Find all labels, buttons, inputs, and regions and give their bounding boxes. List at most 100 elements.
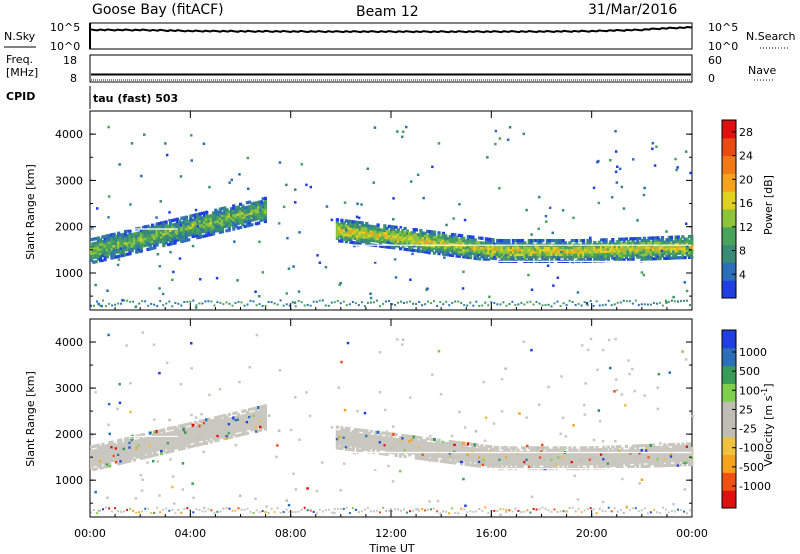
echo-cell — [541, 239, 545, 243]
echo-cell — [417, 233, 421, 237]
echo-cell — [563, 455, 567, 459]
echo-cell — [193, 218, 197, 222]
echo-cell — [606, 454, 610, 458]
echo-cell — [216, 420, 220, 424]
echo-cell — [194, 306, 198, 309]
echo-cell — [629, 446, 633, 451]
echo-cell — [414, 438, 418, 442]
echo-cell — [658, 240, 662, 244]
echo-cell — [622, 454, 626, 458]
echo-cell — [148, 228, 152, 232]
echo-cell — [182, 444, 186, 448]
echo-cell — [421, 233, 425, 237]
echo-cell — [484, 258, 488, 262]
echo-cell — [681, 253, 685, 257]
echo-cell — [114, 460, 118, 464]
echo-cell — [126, 238, 130, 242]
echo-cell — [144, 243, 148, 247]
echo-cell — [129, 507, 132, 510]
echo-cell — [559, 453, 563, 457]
echo-cell — [378, 228, 382, 232]
echo-cell — [417, 247, 421, 251]
echo-cell — [371, 227, 376, 231]
echo-cell — [135, 453, 139, 457]
echo-cell — [464, 455, 468, 460]
echo-cell — [631, 239, 635, 243]
echo-cell — [344, 226, 348, 230]
echo-cell — [622, 458, 626, 462]
echo-cell — [410, 241, 414, 245]
echo-cell — [685, 442, 689, 446]
echo-cell — [385, 240, 389, 244]
echo-cell — [141, 453, 146, 458]
echo-cell — [114, 241, 118, 245]
echo-cell — [191, 426, 195, 430]
echo-cell — [561, 457, 565, 461]
echo-cell — [230, 435, 234, 439]
echo-cell — [539, 248, 543, 252]
echo-cell — [358, 221, 362, 225]
echo-cell — [349, 448, 353, 452]
echo-cell — [602, 461, 606, 465]
echo-cell — [564, 435, 568, 438]
echo-cell — [507, 464, 511, 468]
echo-cell — [365, 238, 369, 242]
echo-cell — [225, 217, 229, 221]
echo-cell — [660, 459, 665, 463]
echo-cell — [216, 422, 220, 426]
echo-cell — [624, 244, 628, 248]
echo-cell — [518, 241, 522, 245]
echo-cell — [166, 231, 170, 235]
echo-cell — [561, 446, 565, 450]
echo-cell — [629, 241, 633, 246]
echo-cell — [130, 445, 134, 449]
echo-cell — [545, 241, 549, 245]
echo-cell — [234, 411, 238, 415]
echo-cell — [340, 437, 344, 441]
echo-cell — [184, 434, 188, 438]
echo-cell — [108, 238, 112, 242]
echo-cell — [128, 233, 132, 237]
echo-cell — [141, 433, 146, 437]
echo-cell — [340, 433, 344, 437]
echo-cell — [151, 442, 155, 446]
echo-cell — [516, 255, 520, 259]
echo-cell — [241, 211, 245, 215]
echo-cell — [335, 236, 339, 240]
echo-cell — [496, 455, 500, 459]
echo-cell — [146, 243, 150, 247]
echo-cell — [189, 219, 193, 223]
echo-cell — [586, 460, 590, 464]
echo-cell — [448, 235, 452, 239]
echo-cell — [148, 244, 152, 249]
echo-cell — [173, 439, 177, 443]
echo-cell — [114, 236, 118, 240]
echo-cell — [189, 228, 193, 232]
echo-cell — [441, 238, 446, 242]
echo-cell — [405, 434, 409, 438]
echo-cell — [416, 173, 420, 177]
echo-cell — [405, 234, 409, 238]
echo-cell — [498, 460, 502, 464]
echo-cell — [452, 217, 455, 220]
echo-cell — [428, 500, 431, 503]
echo-cell — [642, 464, 646, 468]
echo-cell — [530, 460, 534, 464]
echo-cell — [446, 442, 450, 446]
echo-cell — [137, 452, 141, 456]
echo-cell — [173, 234, 177, 238]
echo-cell — [575, 448, 579, 452]
echo-cell — [294, 305, 297, 308]
echo-cell — [581, 241, 586, 245]
echo-cell — [392, 442, 396, 446]
echo-cell — [475, 300, 478, 303]
echo-cell — [137, 233, 141, 237]
echo-cell — [372, 181, 375, 184]
echo-cell — [157, 228, 161, 233]
echo-cell — [518, 464, 522, 468]
echo-cell — [162, 442, 166, 446]
echo-cell — [597, 254, 601, 258]
echo-cell — [116, 407, 119, 411]
echo-cell — [381, 244, 385, 248]
echo-cell — [450, 237, 455, 241]
